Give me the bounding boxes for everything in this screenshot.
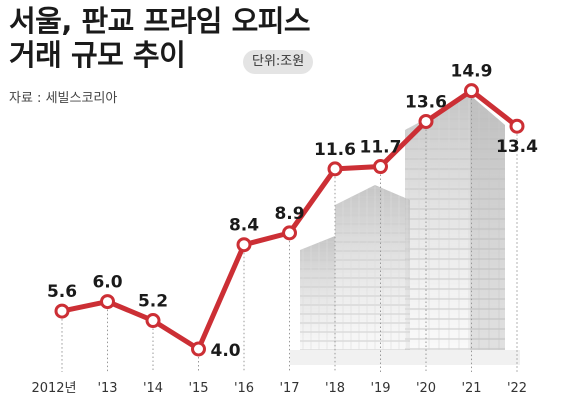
x-tick-label-8: '20 (416, 381, 436, 396)
chart-title: 서울, 판교 프라임 오피스 거래 규모 추이 (9, 4, 311, 72)
data-point-4 (236, 237, 252, 253)
gridlines (61, 98, 518, 372)
title-line-2: 거래 규모 추이 (9, 38, 186, 72)
data-label-3: 4.0 (211, 341, 241, 361)
data-markers (54, 83, 525, 357)
x-tick-label-6: '18 (325, 381, 345, 396)
source-note: 자료 : 세빌스코리아 (9, 91, 118, 106)
data-label-1: 6.0 (92, 273, 122, 293)
data-point-2 (145, 313, 161, 329)
data-label-0: 5.6 (47, 282, 77, 302)
x-tick-label-5: '17 (279, 381, 299, 396)
data-point-0 (54, 303, 70, 319)
x-axis-ticks: 2012년 '13 '14 '15 '16 '17 '18 '19 '20 '21 '22 (31, 381, 527, 396)
data-label-2: 5.2 (138, 292, 168, 312)
data-point-10 (509, 118, 525, 134)
data-label-10: 13.4 (496, 137, 538, 157)
x-tick-label-1: '13 (97, 381, 117, 396)
data-label-4: 8.4 (229, 216, 259, 236)
x-tick-label-2: '14 (143, 381, 163, 396)
data-point-6 (327, 161, 343, 177)
data-label-8: 13.6 (405, 92, 447, 112)
data-label-7: 11.7 (360, 138, 402, 158)
title-line-1: 서울, 판교 프라임 오피스 (9, 4, 311, 38)
data-point-8 (418, 113, 434, 129)
data-label-9: 14.9 (451, 62, 493, 82)
data-point-3 (191, 341, 206, 357)
x-tick-label-10: '22 (507, 381, 527, 396)
x-tick-label-9: '21 (461, 381, 481, 396)
data-point-5 (282, 225, 297, 241)
x-tick-label-4: '16 (234, 381, 254, 396)
data-point-1 (100, 294, 115, 310)
data-label-6: 11.6 (314, 140, 356, 160)
unit-badge: 단위:조원 (243, 50, 314, 74)
data-labels: 5.6 6.0 5.2 4.0 8.4 8.9 11.6 11.7 13.614.9 13.4 (47, 62, 538, 361)
x-tick-label-3: '15 (188, 381, 208, 396)
building-illustration (290, 95, 520, 365)
data-label-5: 8.9 (274, 204, 304, 224)
x-tick-label-7: '19 (370, 381, 390, 396)
x-tick-label-0: 2012년 (31, 381, 76, 396)
data-point-7 (373, 159, 388, 175)
data-point-9 (464, 83, 479, 99)
